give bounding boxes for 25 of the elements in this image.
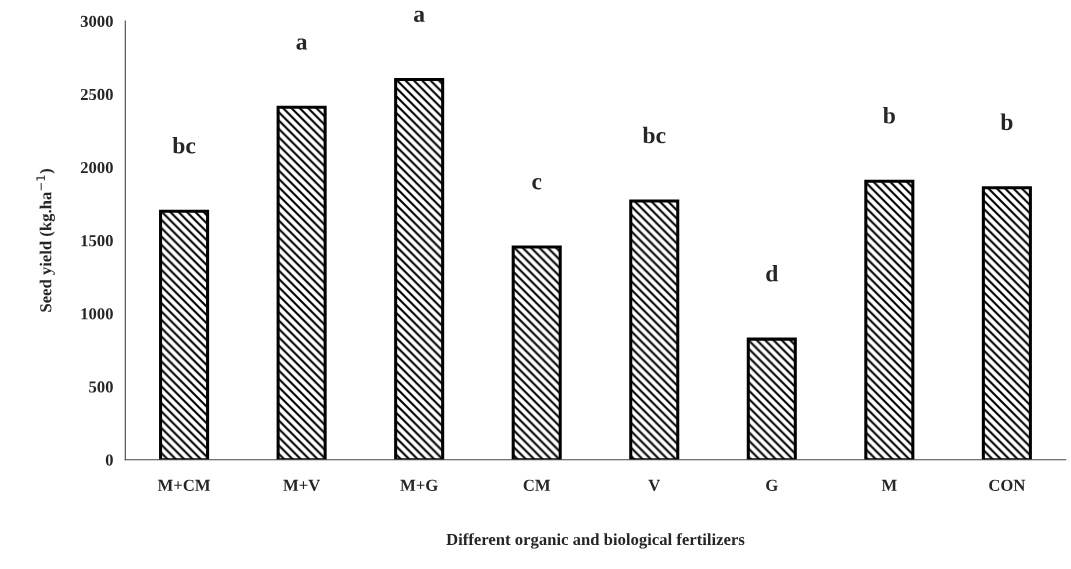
y-tick-label: 1000 xyxy=(81,308,113,320)
x-tick-label: M+G xyxy=(400,479,438,491)
x-tick-label: M xyxy=(881,479,897,491)
data-label: c xyxy=(532,178,542,190)
y-tick-label: 3000 xyxy=(80,15,113,27)
x-tick-label: G xyxy=(766,479,778,491)
data-label: d xyxy=(766,264,779,282)
x-tick-label: CON xyxy=(989,479,1026,491)
data-label: b xyxy=(883,106,895,124)
x-tick-label: M+V xyxy=(283,479,321,492)
data-label: a xyxy=(414,10,425,22)
y-tick-label: 0 xyxy=(105,454,113,466)
x-axis-title: Different organic and biological fertilizers xyxy=(446,533,745,549)
x-tick-label: V xyxy=(648,479,661,492)
y-tick-label: 500 xyxy=(89,381,113,393)
data-label: b xyxy=(1000,113,1013,131)
y-tick-label: 2500 xyxy=(80,88,113,101)
y-tick-label: 2000 xyxy=(80,161,113,174)
y-axis-title: Seed yield (kg.ha$^{−1}$) xyxy=(36,169,55,312)
y-tick-label: 1500 xyxy=(81,235,113,247)
x-tick-label: M+CM xyxy=(157,479,211,491)
data-label: bc xyxy=(172,136,196,154)
data-label: a xyxy=(296,38,308,50)
data-label: bc xyxy=(642,126,666,144)
x-tick-label: CM xyxy=(523,479,551,491)
